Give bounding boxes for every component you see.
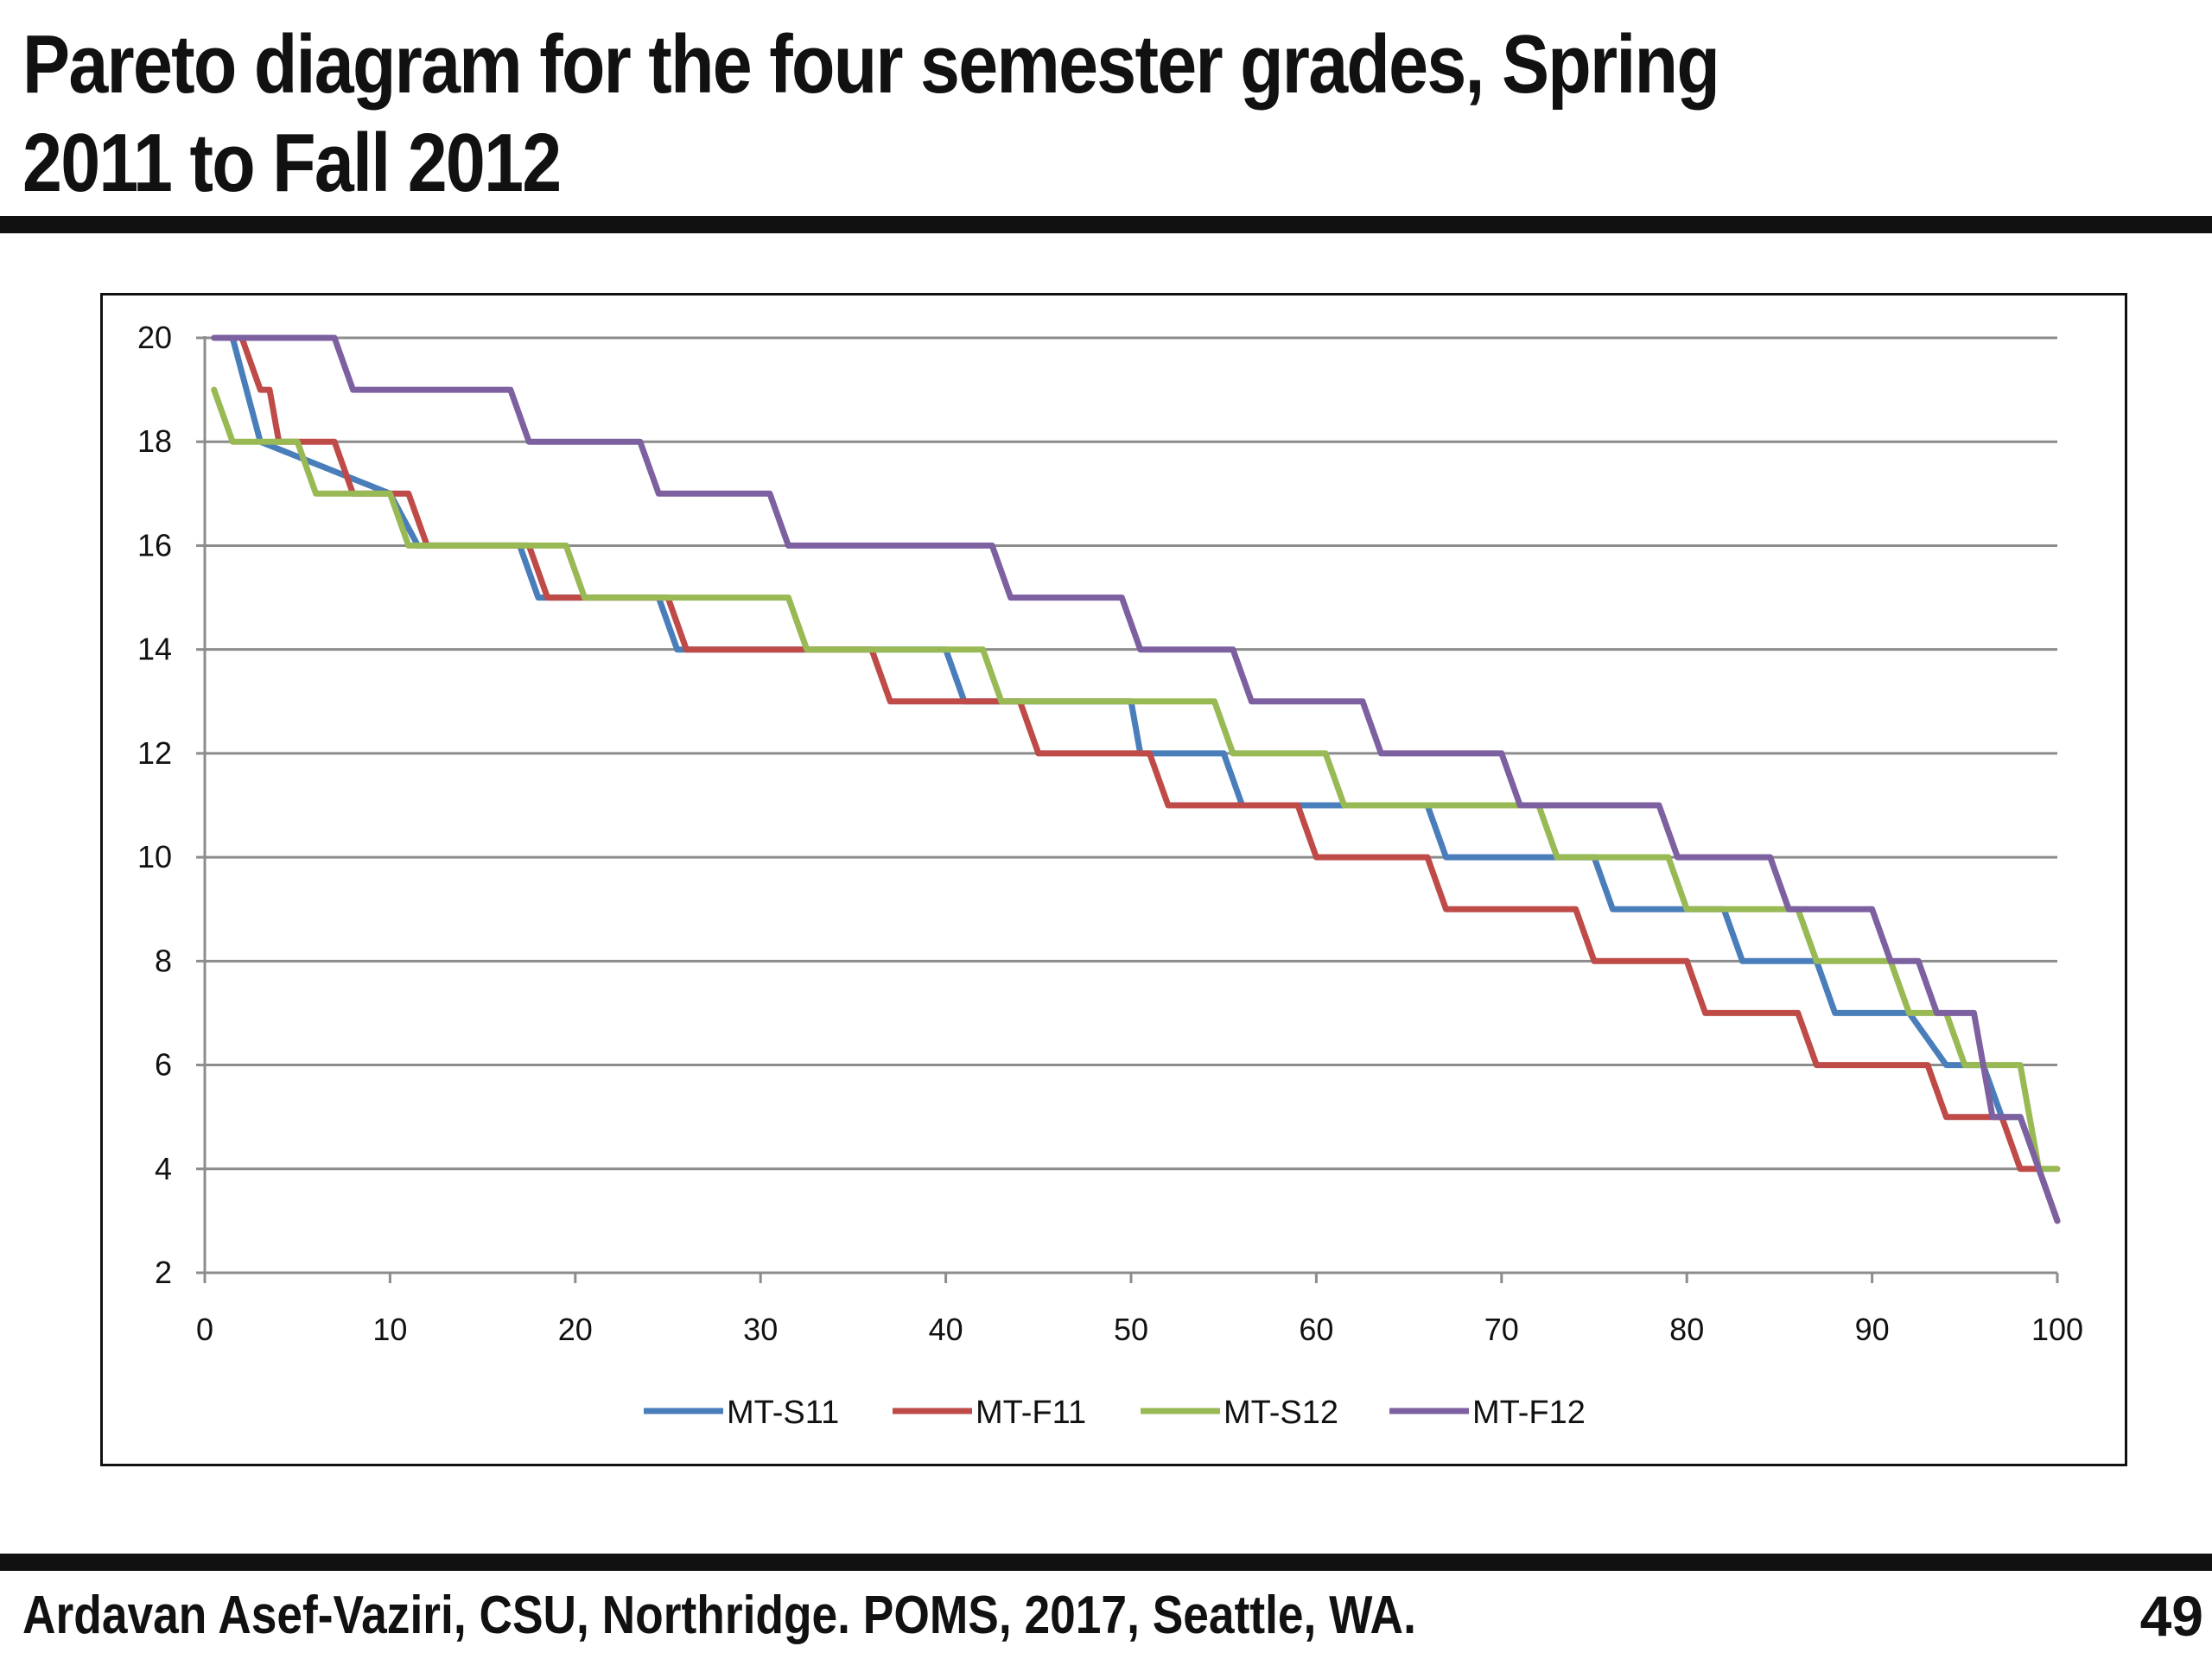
x-tick-label: 60: [1299, 1312, 1333, 1347]
series-line-mt-f11: [219, 334, 2061, 1224]
x-tick-label: 70: [1484, 1312, 1519, 1347]
pareto-line-chart: 2 4 6 8 10 12 14 16 18 20 0 10 20 30 40 50 60 70 80 90 100 M…: [137, 320, 2083, 1431]
y-tick-label: 16: [137, 527, 172, 563]
footer-divider: [0, 1554, 2212, 1571]
y-tick-label: 2: [155, 1255, 172, 1290]
x-tick-label: 30: [743, 1312, 778, 1347]
x-tick-label: 20: [558, 1312, 593, 1347]
x-tick-label: 50: [1114, 1312, 1148, 1347]
y-tick-label: 4: [155, 1151, 172, 1186]
y-tick-label: 6: [155, 1047, 172, 1083]
x-tick-label: 40: [929, 1312, 963, 1347]
legend-item: MT-S12: [1141, 1395, 1338, 1431]
legend-item: MT-F12: [1389, 1395, 1586, 1431]
legend-label: MT-S12: [1224, 1395, 1338, 1431]
x-tick-label: 80: [1669, 1312, 1704, 1347]
legend-item: MT-S11: [644, 1395, 839, 1431]
x-tick-label: 0: [196, 1312, 213, 1347]
title-divider: [0, 216, 2212, 233]
page-number: 49: [2139, 1584, 2203, 1648]
series-line-mt-f12: [211, 334, 2061, 1224]
x-tick-label: 10: [372, 1312, 407, 1347]
page-title: Pareto diagram for the four semester gra…: [22, 18, 1720, 209]
legend: MT-S11 MT-F11 MT-S12 MT-F12: [644, 1395, 1586, 1431]
footer-credit: Ardavan Asef-Vaziri, CSU, Northridge. PO…: [22, 1586, 1416, 1645]
x-tick-label: 90: [1855, 1312, 1890, 1347]
legend-item: MT-F11: [893, 1395, 1086, 1431]
y-tick-label: 10: [137, 839, 172, 874]
y-tick-label: 12: [137, 735, 172, 771]
y-tick-label: 8: [155, 943, 172, 978]
x-tick-label: 100: [2031, 1312, 2083, 1347]
chart-frame: 2 4 6 8 10 12 14 16 18 20 0 10 20 30 40 50 60 70 80 90 100 M…: [100, 293, 2127, 1466]
y-tick-label: 20: [137, 320, 172, 355]
legend-label: MT-S11: [727, 1395, 839, 1431]
series-lines: [211, 334, 2061, 1224]
legend-label: MT-F12: [1472, 1395, 1586, 1431]
y-tick-label: 18: [137, 423, 172, 459]
legend-label: MT-F11: [976, 1395, 1086, 1431]
series-line-mt-s11: [219, 334, 2061, 1224]
y-tick-label: 14: [137, 632, 172, 667]
series-line-mt-s12: [211, 386, 2061, 1173]
axes: 2 4 6 8 10 12 14 16 18 20 0 10 20 30 40 50 60 70 80 90 100: [137, 320, 2083, 1347]
